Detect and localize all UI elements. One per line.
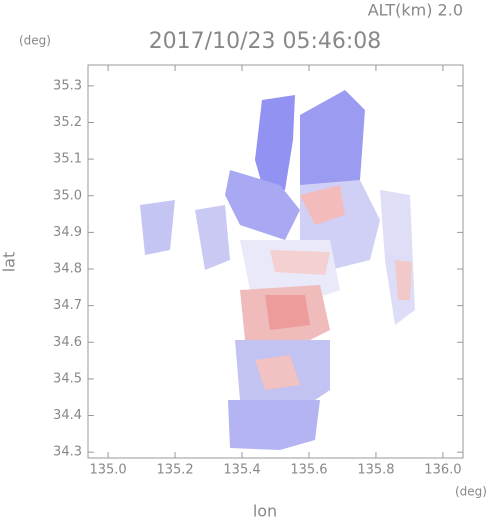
- chart-subtitle: ALT(km) 2.0: [368, 1, 463, 20]
- echo-patch: [270, 250, 330, 275]
- y-tick-label: 34.4: [53, 408, 82, 423]
- x-tick-label: 136.0: [424, 463, 461, 478]
- echo-patch: [255, 95, 295, 195]
- x-tick-label: 135.8: [357, 463, 394, 478]
- y-tick-label: 34.5: [53, 371, 82, 386]
- echo-patch: [300, 185, 345, 225]
- x-unit: (deg): [455, 485, 487, 499]
- echo-patch: [265, 295, 310, 330]
- echo-patch: [225, 170, 300, 240]
- y-tick-label: 34.9: [53, 225, 82, 240]
- y-tick-label: 34.7: [53, 298, 82, 313]
- x-tick-label: 135.2: [156, 463, 193, 478]
- x-tick-label: 135.0: [89, 463, 126, 478]
- y-tick-label: 35.3: [53, 78, 82, 93]
- y-unit: (deg): [19, 34, 51, 48]
- chart-title: 2017/10/23 05:46:08: [149, 29, 382, 54]
- echo-patch: [380, 190, 415, 325]
- y-tick-label: 34.8: [53, 262, 82, 277]
- y-tick-label: 35.2: [53, 115, 82, 130]
- echo-patch: [195, 205, 230, 270]
- radar-field: [140, 90, 415, 450]
- echo-patch: [395, 260, 412, 300]
- plot-frame: [87, 64, 464, 459]
- y-tick-label: 35.1: [53, 152, 82, 167]
- echo-patch: [140, 200, 175, 255]
- echo-patch: [228, 400, 320, 450]
- x-tick-label: 135.4: [223, 463, 260, 478]
- echo-patch: [255, 355, 300, 390]
- y-tick-label: 35.0: [53, 188, 82, 203]
- y-axis-label: lat: [0, 252, 19, 273]
- x-axis-label: lon: [253, 502, 277, 521]
- y-tick-label: 34.3: [53, 445, 82, 460]
- x-tick-label: 135.6: [290, 463, 327, 478]
- echo-patch: [300, 90, 365, 200]
- y-tick-label: 34.6: [53, 335, 82, 350]
